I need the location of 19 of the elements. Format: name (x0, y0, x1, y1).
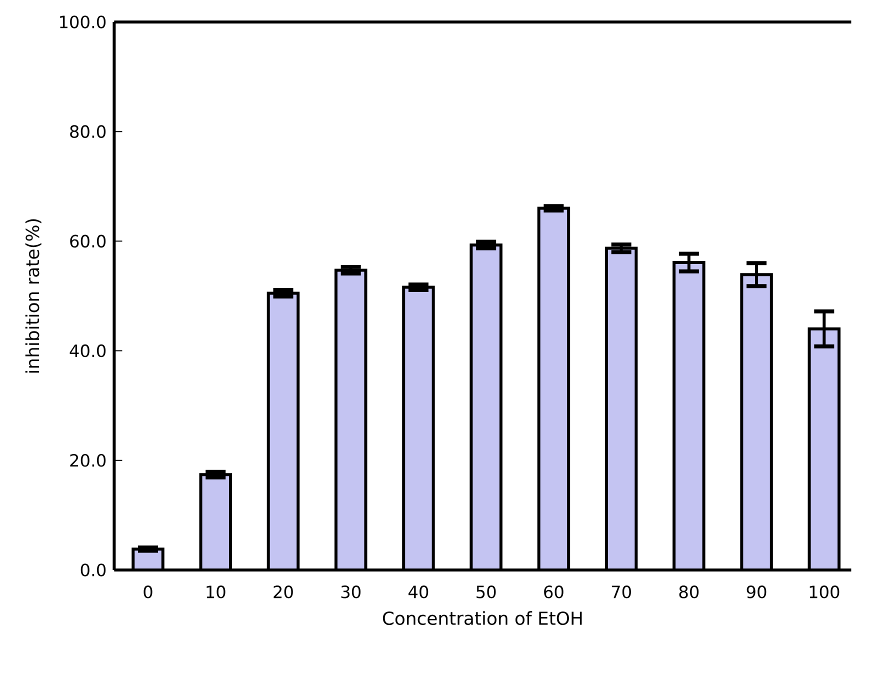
x-tick-label: 90 (746, 585, 766, 598)
x-axis-title: Concentration of EtOH (382, 611, 582, 626)
y-tick-label: 100.0 (60, 16, 106, 28)
y-tick-label: 20.0 (70, 454, 106, 467)
x-tick-label: 80 (679, 585, 699, 598)
x-tick-label: 20 (274, 585, 293, 598)
x-tick-label: 60 (544, 585, 564, 598)
y-tick-label: 0.0 (80, 564, 106, 576)
x-tick-label: 50 (476, 585, 496, 598)
y-tick-label: 60.0 (70, 234, 106, 248)
x-tick-label: 100 (810, 585, 840, 598)
x-tick-label: 10 (206, 585, 226, 598)
x-tick-label: 40 (408, 585, 428, 598)
x-tick-label: 0 (144, 585, 152, 598)
x-tick-label: 30 (341, 585, 361, 598)
y-axis-title: inhibition rate(%) (25, 219, 42, 373)
x-tick-label: 70 (612, 585, 631, 598)
y-tick-label: 80.0 (70, 125, 106, 138)
y-tick-label: 40.0 (70, 344, 106, 358)
